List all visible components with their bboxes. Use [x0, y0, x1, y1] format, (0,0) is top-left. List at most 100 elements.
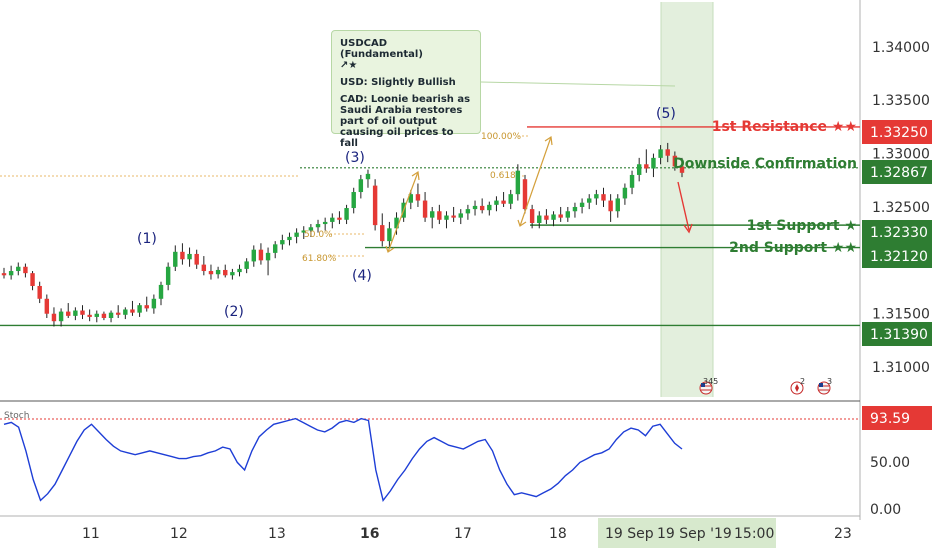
stoch-tag-bg [862, 406, 932, 430]
candle-body [151, 298, 157, 309]
price-tag-support-2: 1.32120 [862, 244, 932, 268]
price-tag-resistance-text: 1.33250 [870, 125, 928, 141]
time-cursor-time: 15:00 [734, 526, 774, 542]
candle-body [101, 313, 107, 318]
projection-arrow-line [677, 181, 690, 231]
candle-body [16, 266, 21, 272]
candle-body [487, 204, 492, 211]
candle-body [30, 273, 35, 286]
candle-body [651, 157, 656, 169]
candle-body [265, 252, 271, 261]
wave-label-1: (1) [137, 231, 157, 247]
price-axis-ticks: 1.340001.335001.330001.325001.320001.315… [872, 40, 930, 376]
candle-body [615, 198, 620, 212]
candle-body [330, 217, 335, 222]
candle-body [223, 269, 228, 276]
projection-arrow [677, 181, 693, 234]
candle-body [180, 251, 185, 260]
candle-body [337, 217, 342, 220]
price-tick-label: 1.33500 [872, 93, 930, 109]
price-tick-label: 1.34000 [872, 40, 930, 56]
price-tag-downside-bg [862, 160, 932, 184]
event-count-us-2: 3 [827, 377, 832, 386]
event-icon-us-group[interactable]: 345 [699, 377, 718, 395]
candle-body [123, 309, 128, 315]
candle-body [51, 313, 57, 322]
price-tag-bottom-bg [862, 322, 932, 346]
candle-body [58, 311, 64, 322]
candle-body [1, 273, 7, 276]
wave-label-5: (5) [656, 106, 676, 122]
candle-body [422, 200, 428, 218]
candle-body [130, 309, 135, 313]
projection-arrow-head [683, 223, 693, 234]
candle-body [308, 227, 314, 231]
candle-body [579, 202, 585, 207]
candle-body [494, 200, 499, 205]
candle-body [73, 310, 78, 316]
candle-body [508, 194, 513, 204]
candle-body [679, 166, 685, 173]
fundamental-note[interactable]: USDCAD (Fundamental) ↗★ USD: Slightly Bul… [331, 30, 481, 149]
event-highlight-band [661, 2, 713, 397]
note-icons: ↗★ [340, 60, 358, 71]
price-tick-label: 1.33000 [872, 147, 930, 163]
stoch-tag: 93.59 [862, 406, 932, 430]
candle-body [672, 155, 678, 167]
candle-body [572, 206, 578, 212]
time-label-12: 12 [170, 526, 188, 542]
fib-guides [0, 135, 530, 257]
candle-body [408, 194, 414, 203]
candle-body [237, 268, 242, 273]
candle-body [365, 173, 371, 180]
price-tag-resistance-bg [862, 120, 932, 144]
time-label-11: 11 [82, 526, 100, 542]
candle-body [394, 217, 399, 229]
measure-arrows [385, 135, 553, 253]
candle-body [301, 230, 306, 233]
candle-body [472, 205, 478, 210]
candle-body [272, 244, 278, 253]
candle-body [544, 215, 549, 220]
event-icon-us-2[interactable]: 3 [817, 377, 832, 395]
wave-label-2: (2) [224, 304, 244, 320]
level-lines [0, 126, 860, 327]
fib-label-0618: 0.618 [490, 171, 516, 181]
candle-body [23, 266, 28, 274]
candle-body [173, 251, 178, 267]
candle-body [465, 209, 471, 214]
price-tick-label: 1.31000 [872, 360, 930, 376]
stoch-line [3, 417, 683, 502]
candle-body [94, 313, 99, 317]
candle-body [501, 200, 506, 204]
candle-body [158, 284, 164, 299]
candle-body [608, 200, 613, 212]
candle-body [622, 187, 628, 199]
measure-arrow-2-head-bottom [517, 219, 527, 227]
candles [1, 142, 685, 327]
time-cursor-date-start: 19 Sep [605, 526, 654, 542]
candle-body [322, 221, 328, 225]
time-label-17: 17 [454, 526, 472, 542]
wave-label-3: (3) [345, 150, 365, 166]
candle-body [594, 194, 599, 199]
candle-body [165, 266, 171, 285]
stoch-tick-50: 50.00 [870, 455, 910, 471]
candle-body [258, 249, 264, 261]
time-cursor-label: 19 Sep 19 Sep '19 15:00 [598, 518, 776, 548]
fib-label-100: 100.00% [481, 132, 521, 142]
time-cursor-date-end: 19 Sep '19 [657, 526, 732, 542]
candle-body [551, 214, 556, 220]
candle-body [451, 215, 456, 218]
price-tag-support-1: 1.32330 [862, 220, 932, 244]
candle-body [429, 211, 435, 218]
event-icon-ca[interactable]: 2 [790, 377, 805, 395]
candle-body [87, 314, 92, 317]
price-tag-downside-text: 1.32867 [870, 165, 928, 181]
price-tag-support-2-text: 1.32120 [870, 249, 928, 265]
measure-arrow-1-head-bottom [385, 245, 395, 253]
time-label-23: 23 [834, 526, 852, 542]
us-flag-canton-2 [819, 383, 823, 387]
candle-body [37, 285, 42, 299]
